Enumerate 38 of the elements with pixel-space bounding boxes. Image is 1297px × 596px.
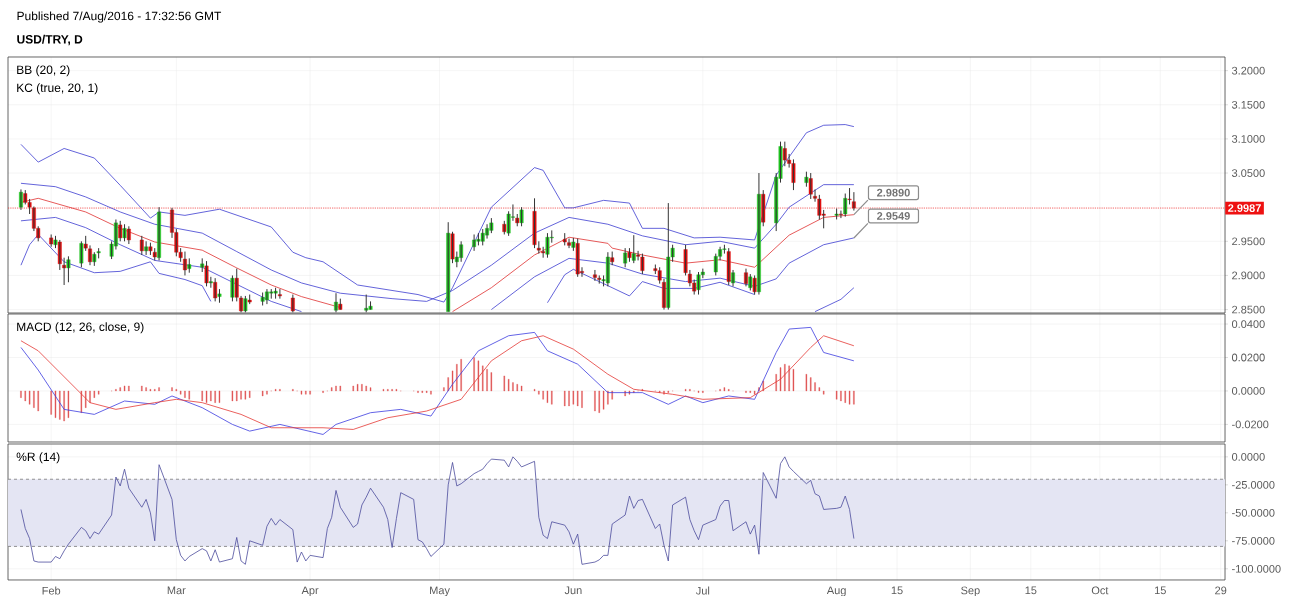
annotation: 2.9549	[877, 212, 910, 220]
y-tick-label: 3.0500	[1231, 169, 1265, 177]
x-tick-label: Feb	[42, 586, 61, 595]
x-tick-label: Oct	[1091, 586, 1109, 595]
annotation: 2.9890	[877, 188, 910, 197]
y-tick-label: 0.0000	[1231, 387, 1265, 395]
x-tick-label: 15	[1025, 586, 1037, 595]
y-tick-label: -25.0000	[1232, 480, 1275, 489]
annotation: KC (true, 20, 1)	[17, 83, 98, 95]
x-tick-label: Mar	[167, 586, 186, 595]
y-tick-label: 2.8500	[1232, 305, 1265, 314]
y-tick-label: 3.2000	[1231, 66, 1265, 75]
x-tick-label: Jul	[695, 586, 710, 595]
annotation: MACD (12, 26, close, 9)	[17, 322, 144, 334]
x-tick-label: May	[430, 586, 450, 596]
x-tick-label: 15	[891, 586, 903, 595]
x-tick-label: 15	[1155, 586, 1166, 595]
annotation: %R (14)	[16, 452, 60, 464]
y-tick-label: 3.1500	[1231, 100, 1265, 109]
annotation: BB (20, 2)	[17, 65, 70, 77]
x-tick-label: Apr	[301, 586, 319, 596]
y-tick-label: 0.0200	[1231, 353, 1265, 362]
y-tick-label: -75.0000	[1232, 536, 1275, 545]
y-tick-label: 2.9000	[1232, 271, 1265, 280]
y-tick-label: -0.0200	[1232, 420, 1269, 429]
chart-title: USD/TRY, D	[17, 34, 83, 46]
x-tick-label: Aug	[826, 586, 846, 596]
x-tick-label: Sep	[961, 586, 980, 596]
text: Published 7/Aug/2016 - 17:32:56 GMT	[17, 11, 222, 23]
x-tick-label: Jun	[564, 586, 582, 595]
y-tick-label: -100.0000	[1232, 564, 1281, 573]
ref-line-label: 2.9987	[1228, 204, 1261, 212]
y-tick-label: 2.9500	[1232, 237, 1265, 246]
y-tick-label: 3.1000	[1231, 135, 1265, 143]
y-tick-label: -50.0000	[1232, 508, 1275, 517]
x-tick-label: 29	[1215, 586, 1227, 595]
y-tick-label: 0.0400	[1231, 320, 1265, 328]
y-tick-label: 0.0000	[1231, 452, 1265, 461]
